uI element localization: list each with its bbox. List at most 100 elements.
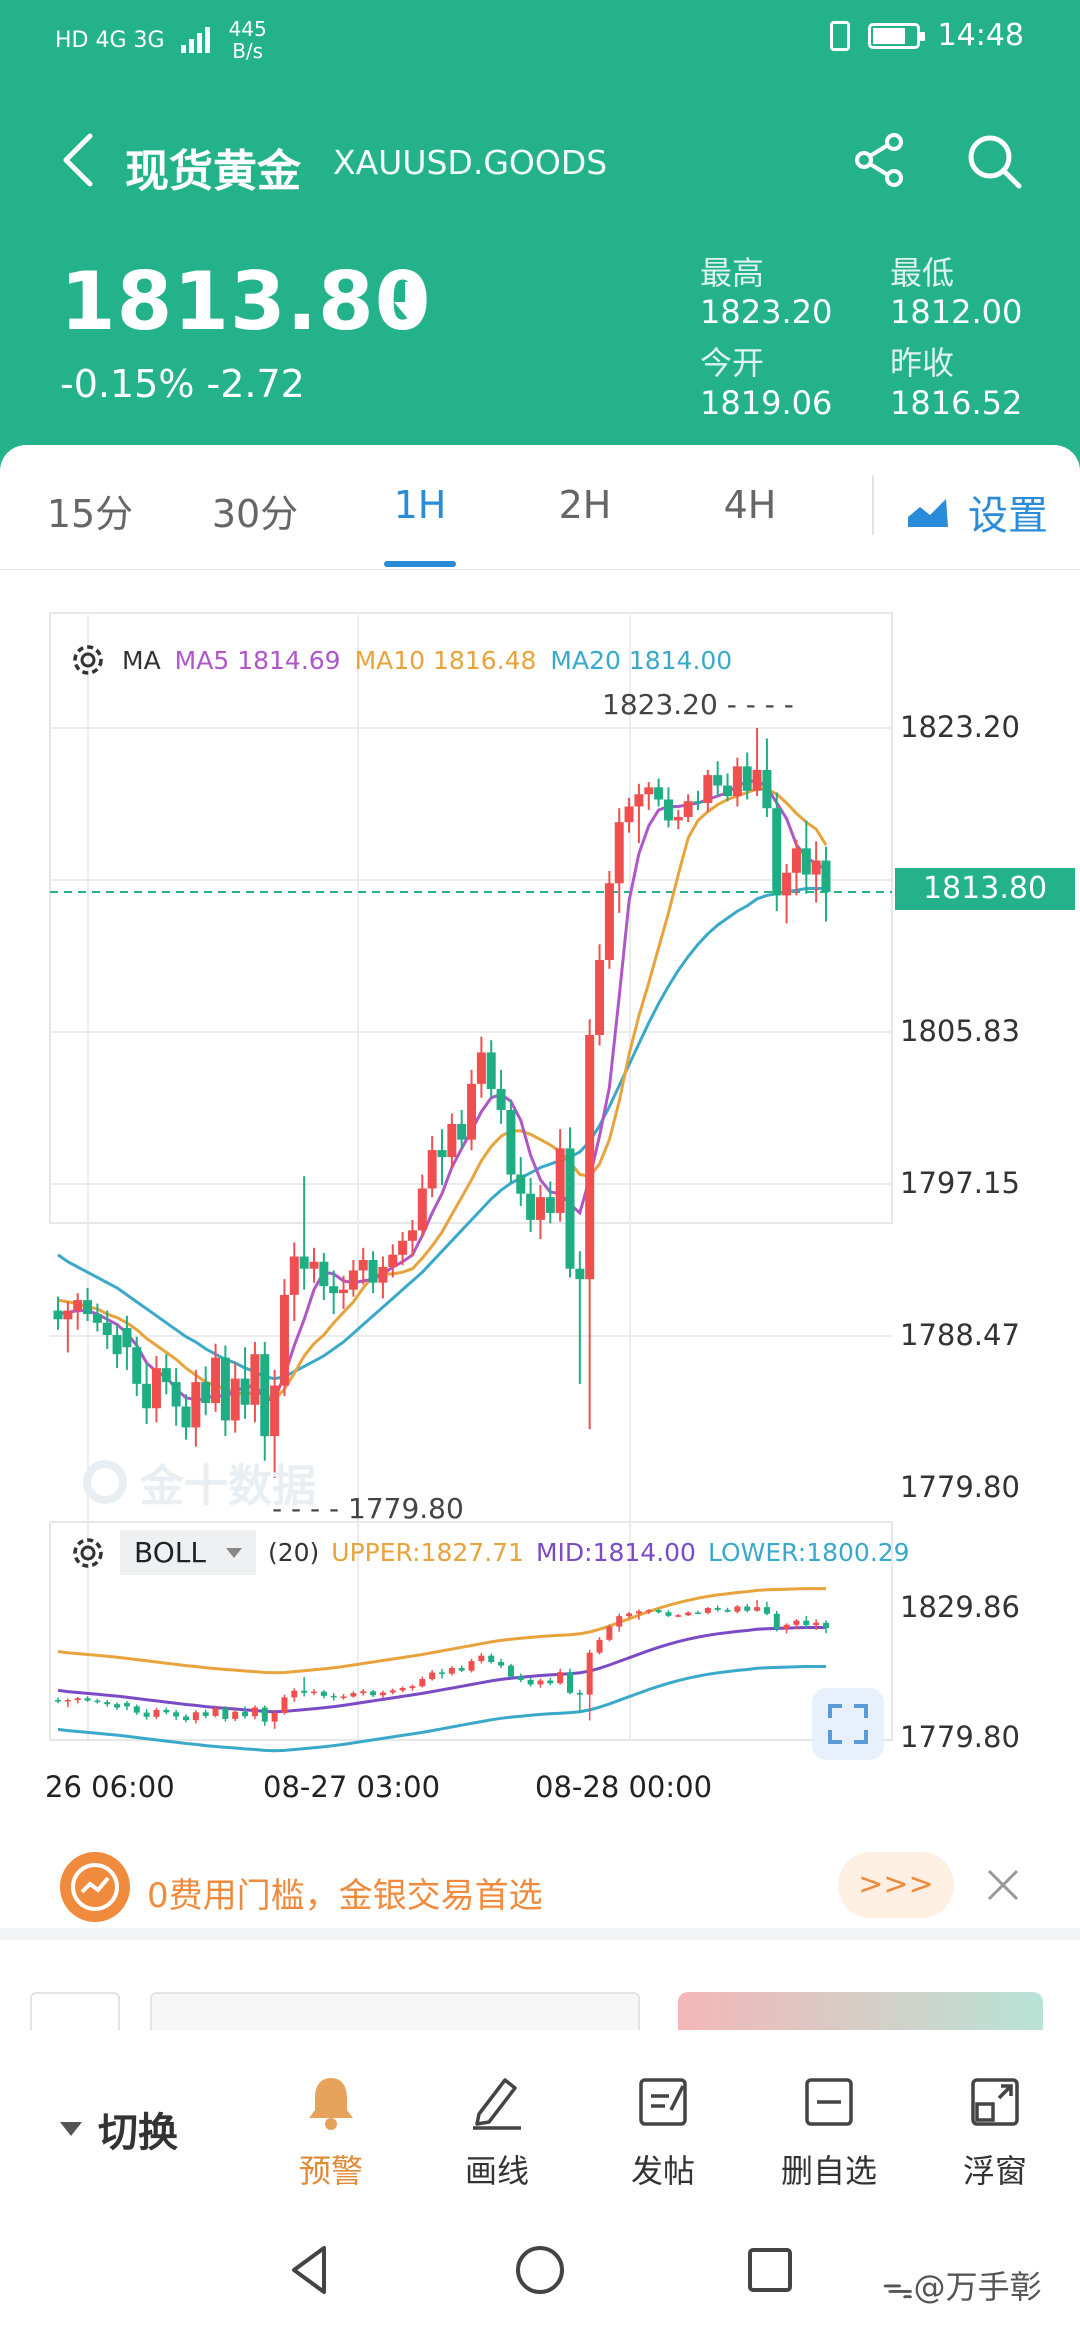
candle-body — [240, 1378, 250, 1405]
boll-candle-body — [439, 1672, 445, 1674]
candle-body — [693, 801, 703, 804]
boll-candle-body — [734, 1606, 741, 1612]
fullscreen-icon[interactable] — [812, 1688, 884, 1760]
status-bar: HD 4G 3G 445 B/s 14:48 — [0, 0, 1080, 80]
boll-candle-body — [379, 1692, 386, 1696]
nav-recents-icon[interactable] — [740, 2240, 800, 2300]
tab-1h[interactable]: 1H — [393, 483, 447, 527]
caret-down-icon — [225, 1547, 242, 1558]
boll-candle-body — [537, 1680, 544, 1685]
stat-prev-close-label: 昨收 — [890, 344, 955, 382]
boll-candle-body — [458, 1667, 465, 1671]
nav-home-icon[interactable] — [510, 2240, 570, 2300]
boll-candle-body — [271, 1712, 278, 1722]
instrument-name: 现货黄金 — [125, 146, 301, 197]
back-icon[interactable] — [58, 130, 98, 190]
switch-button[interactable]: 切换 — [60, 2100, 178, 2158]
candle-body — [723, 785, 733, 797]
boll-candle-body — [104, 1702, 111, 1705]
candle-body — [821, 860, 831, 892]
boll-candle-body — [64, 1700, 71, 1702]
boll-candle-body — [311, 1691, 317, 1694]
boll-candle-body — [320, 1691, 327, 1696]
tab-2h[interactable]: 2H — [558, 483, 612, 527]
candle-body — [703, 775, 713, 804]
remove-watchlist-button[interactable]: 删自选 — [769, 2070, 889, 2192]
promo-banner[interactable]: 0费用门槛，金银交易首选 >>> — [0, 1830, 1080, 1940]
gear-icon[interactable] — [68, 640, 108, 680]
boll-candle-body — [724, 1609, 731, 1612]
candle-body — [801, 848, 811, 875]
quote-header: HD 4G 3G 445 B/s 14:48 现货黄金 XAUUSD.GOODS — [0, 0, 1080, 470]
promo-text: 0费用门槛，金银交易首选 — [147, 1876, 543, 1916]
candle-body — [92, 1314, 102, 1323]
boll-upper-line — [57, 1587, 826, 1675]
y-axis-label: 1805.83 — [900, 1014, 1020, 1048]
nav-back-icon[interactable] — [280, 2240, 340, 2300]
boll-upper: UPPER:1827.71 — [331, 1538, 524, 1567]
alert-button[interactable]: 预警 — [271, 2070, 391, 2192]
tab-15m[interactable]: 15分 — [46, 492, 134, 536]
boll-candle-body — [340, 1696, 347, 1698]
kline-chart[interactable]: MA MA5 1814.69 MA10 1816.48 MA20 1814.00… — [0, 570, 1080, 1830]
post-button[interactable]: 发帖 — [603, 2070, 723, 2192]
boll-candle-body — [803, 1620, 810, 1626]
boll-candle-body — [586, 1652, 593, 1695]
boll-candle-body — [183, 1716, 189, 1721]
vibrate-icon — [829, 20, 850, 51]
timeframe-tabs: 15分 30分 1H 2H 4H 设置 — [0, 445, 1080, 570]
candle-body — [555, 1148, 565, 1213]
low-marker-label: - - - - 1779.80 — [272, 1492, 464, 1525]
arrow-down-icon — [394, 282, 424, 320]
promo-card[interactable] — [678, 1992, 1043, 2032]
close-icon[interactable] — [985, 1867, 1021, 1903]
boll-candle-body — [123, 1703, 130, 1707]
float-window-icon — [971, 2078, 1019, 2126]
comment-input[interactable] — [150, 1992, 640, 2032]
share-icon[interactable] — [850, 130, 910, 190]
indicator-select[interactable]: BOLL — [120, 1530, 256, 1575]
y-axis-label: 1788.47 — [900, 1318, 1020, 1352]
boll-candle-body — [616, 1616, 623, 1627]
draw-line-button[interactable]: 画线 — [437, 2070, 557, 2192]
boll-legend: BOLL (20) UPPER:1827.71 MID:1814.00 LOWE… — [68, 1530, 910, 1575]
boll-candle-body — [754, 1607, 761, 1611]
bell-icon — [309, 2078, 353, 2130]
boll-candle-body — [576, 1692, 583, 1695]
boll-mid: MID:1814.00 — [535, 1538, 696, 1567]
boll-candle-body — [133, 1706, 140, 1713]
x-axis-label: 08-28 00:00 — [535, 1770, 713, 1804]
candle-body — [53, 1310, 63, 1320]
boll-candle-body — [370, 1691, 377, 1696]
candle-body — [486, 1052, 496, 1090]
current-price: 1813.80 — [60, 255, 432, 348]
candle-body — [358, 1259, 368, 1271]
promo-logo-icon — [60, 1852, 130, 1922]
boll-candle-body — [360, 1691, 367, 1694]
boll-lower-line — [57, 1665, 826, 1753]
candle-body — [565, 1148, 575, 1269]
tab-4h[interactable]: 4H — [723, 483, 777, 527]
boll-candle-body — [685, 1612, 692, 1616]
promo-more-button[interactable]: >>> — [838, 1852, 954, 1918]
boll-candle-body — [212, 1708, 219, 1716]
boll-candle-body — [498, 1661, 505, 1666]
candle-body — [417, 1188, 427, 1231]
ma20-value: MA20 1814.00 — [550, 645, 733, 675]
gear-icon[interactable] — [68, 1533, 108, 1573]
watermark: 金十数据 — [80, 1450, 316, 1514]
chart-settings-button[interactable]: 设置 — [906, 483, 1048, 541]
kline-svg[interactable] — [0, 570, 1080, 1830]
instrument-code: XAUUSD.GOODS — [333, 143, 608, 182]
high-marker-label: 1823.20 - - - - — [602, 688, 794, 721]
tab-30m[interactable]: 30分 — [211, 492, 299, 536]
tab-divider — [872, 475, 874, 535]
boll-candle-body — [783, 1624, 790, 1629]
search-icon[interactable] — [965, 132, 1023, 190]
sub-axis-label: 1829.86 — [900, 1590, 1020, 1624]
candle-body — [427, 1150, 437, 1189]
candles — [53, 728, 831, 1479]
list-toggle[interactable] — [30, 1992, 120, 2032]
candle-body — [762, 769, 772, 809]
float-window-button[interactable]: 浮窗 — [935, 2070, 1055, 2192]
